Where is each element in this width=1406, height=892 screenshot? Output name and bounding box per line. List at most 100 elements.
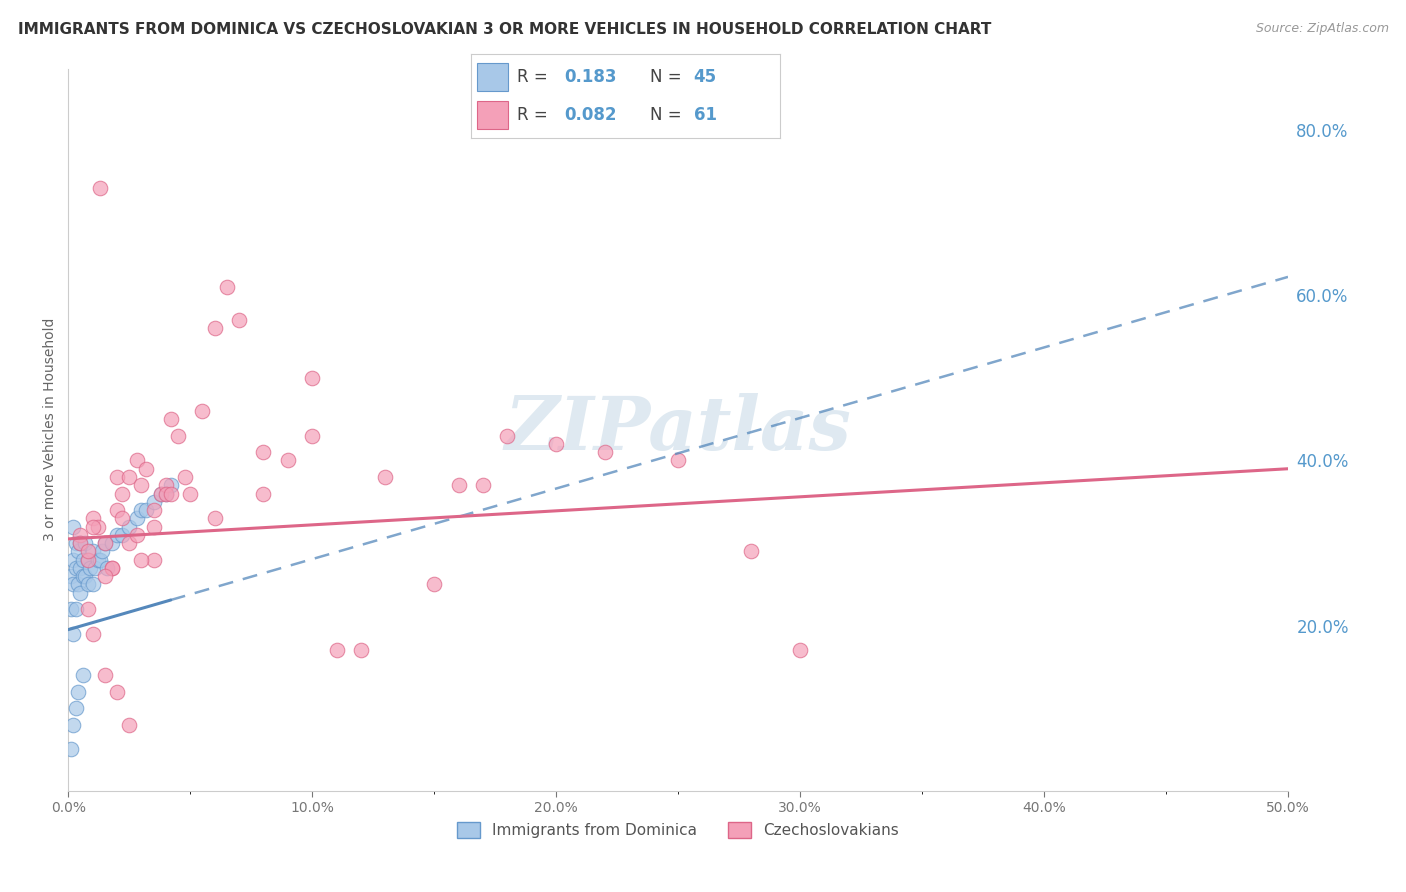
Point xyxy=(62,577,84,591)
Point xyxy=(82,519,104,533)
Y-axis label: 3 or more Vehicles in Household: 3 or more Vehicles in Household xyxy=(44,318,58,541)
Point xyxy=(149,486,172,500)
Point xyxy=(204,511,226,525)
Point xyxy=(82,627,104,641)
Point xyxy=(125,453,148,467)
Point xyxy=(155,486,177,500)
Point xyxy=(66,684,89,698)
Point xyxy=(593,445,616,459)
Point xyxy=(69,561,91,575)
Text: ZIPatlas: ZIPatlas xyxy=(505,393,852,466)
Point xyxy=(325,643,347,657)
Point xyxy=(62,717,84,731)
Point xyxy=(135,462,157,476)
Point xyxy=(191,404,214,418)
Point xyxy=(666,453,689,467)
Text: R =: R = xyxy=(517,68,548,86)
Point xyxy=(72,552,94,566)
Text: 45: 45 xyxy=(693,68,717,86)
Point xyxy=(82,511,104,525)
Text: 61: 61 xyxy=(693,106,717,124)
Point xyxy=(142,519,165,533)
Text: Source: ZipAtlas.com: Source: ZipAtlas.com xyxy=(1256,22,1389,36)
Point xyxy=(155,478,177,492)
Point xyxy=(66,577,89,591)
Point xyxy=(204,321,226,335)
Point xyxy=(252,445,274,459)
Point xyxy=(76,552,98,566)
Point xyxy=(65,701,87,715)
Point xyxy=(111,528,134,542)
Point xyxy=(131,478,153,492)
Point xyxy=(79,561,101,575)
Point xyxy=(105,470,128,484)
Point xyxy=(301,371,323,385)
Point xyxy=(215,280,238,294)
Point xyxy=(789,643,811,657)
Bar xyxy=(477,101,508,129)
Point xyxy=(471,478,494,492)
Bar xyxy=(477,62,508,91)
Point xyxy=(76,544,98,558)
Point xyxy=(105,528,128,542)
Point xyxy=(59,602,82,616)
Point xyxy=(89,181,111,195)
Point xyxy=(125,511,148,525)
Point xyxy=(149,486,172,500)
Point xyxy=(159,486,181,500)
Point xyxy=(65,602,87,616)
Point xyxy=(86,552,108,566)
Point xyxy=(111,511,134,525)
Point xyxy=(447,478,470,492)
Point xyxy=(174,470,197,484)
Point xyxy=(69,536,91,550)
Point xyxy=(91,544,114,558)
Point xyxy=(546,437,568,451)
Point xyxy=(62,552,84,566)
Point xyxy=(76,577,98,591)
Point xyxy=(135,503,157,517)
Point xyxy=(84,561,107,575)
Point xyxy=(118,717,141,731)
Point xyxy=(105,503,128,517)
Point xyxy=(118,536,141,550)
Point xyxy=(86,519,108,533)
Point xyxy=(69,585,91,599)
Point xyxy=(94,536,117,550)
Point xyxy=(252,486,274,500)
Point xyxy=(179,486,201,500)
Point xyxy=(423,577,446,591)
Point xyxy=(82,577,104,591)
Point xyxy=(350,643,373,657)
Point xyxy=(142,503,165,517)
Point xyxy=(94,668,117,682)
Point xyxy=(155,486,177,500)
Point xyxy=(76,602,98,616)
Point xyxy=(142,552,165,566)
Text: R =: R = xyxy=(517,106,548,124)
Point xyxy=(131,552,153,566)
Point xyxy=(69,528,91,542)
Point xyxy=(101,536,124,550)
Text: 0.183: 0.183 xyxy=(564,68,616,86)
Point xyxy=(167,428,190,442)
Point xyxy=(118,470,141,484)
Point xyxy=(159,478,181,492)
Point xyxy=(496,428,519,442)
Point xyxy=(59,569,82,583)
Point xyxy=(740,544,762,558)
Text: IMMIGRANTS FROM DOMINICA VS CZECHOSLOVAKIAN 3 OR MORE VEHICLES IN HOUSEHOLD CORR: IMMIGRANTS FROM DOMINICA VS CZECHOSLOVAK… xyxy=(18,22,991,37)
Point xyxy=(94,569,117,583)
Point xyxy=(59,742,82,756)
Point xyxy=(65,561,87,575)
Point xyxy=(72,668,94,682)
Point xyxy=(101,561,124,575)
Point xyxy=(89,552,111,566)
Text: 0.082: 0.082 xyxy=(564,106,616,124)
Point xyxy=(131,503,153,517)
Point xyxy=(111,486,134,500)
Point xyxy=(105,684,128,698)
Point xyxy=(62,519,84,533)
Point xyxy=(374,470,396,484)
Point xyxy=(94,536,117,550)
